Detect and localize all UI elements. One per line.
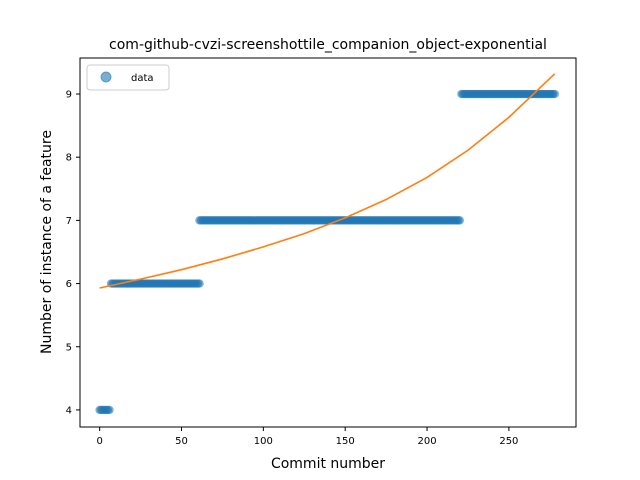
legend-label-data: data [131,73,154,84]
y-tick-label: 7 [66,216,72,227]
x-tick-label: 250 [499,436,518,447]
data-point [105,405,114,415]
x-tick-label: 150 [336,436,355,447]
x-tick-label: 50 [175,436,188,447]
data-point [550,89,559,99]
y-tick-label: 5 [66,342,72,353]
x-axis-label: Commit number [271,456,385,472]
chart-title: com-github-cvzi-screenshottile_companion… [109,37,547,53]
x-tick-label: 200 [417,436,436,447]
x-tick-label: 100 [254,436,273,447]
y-axis: 4 5 6 7 8 9 [66,90,80,416]
y-tick-label: 9 [66,90,72,101]
plot-area [95,73,559,415]
data-point [195,279,204,288]
y-tick-label: 8 [66,153,72,164]
legend-box [86,64,170,91]
x-axis: 0 50 100 150 200 250 [96,427,518,447]
y-axis-label: Number of instance of a feature [39,130,55,354]
legend: data [86,64,170,91]
legend-marker-data [100,71,112,83]
y-tick-label: 4 [66,405,72,416]
axes-frame [79,57,577,428]
y-tick-label: 6 [66,279,72,290]
data-point [455,216,464,225]
fit-line [99,73,556,289]
x-tick-label: 0 [96,436,102,447]
